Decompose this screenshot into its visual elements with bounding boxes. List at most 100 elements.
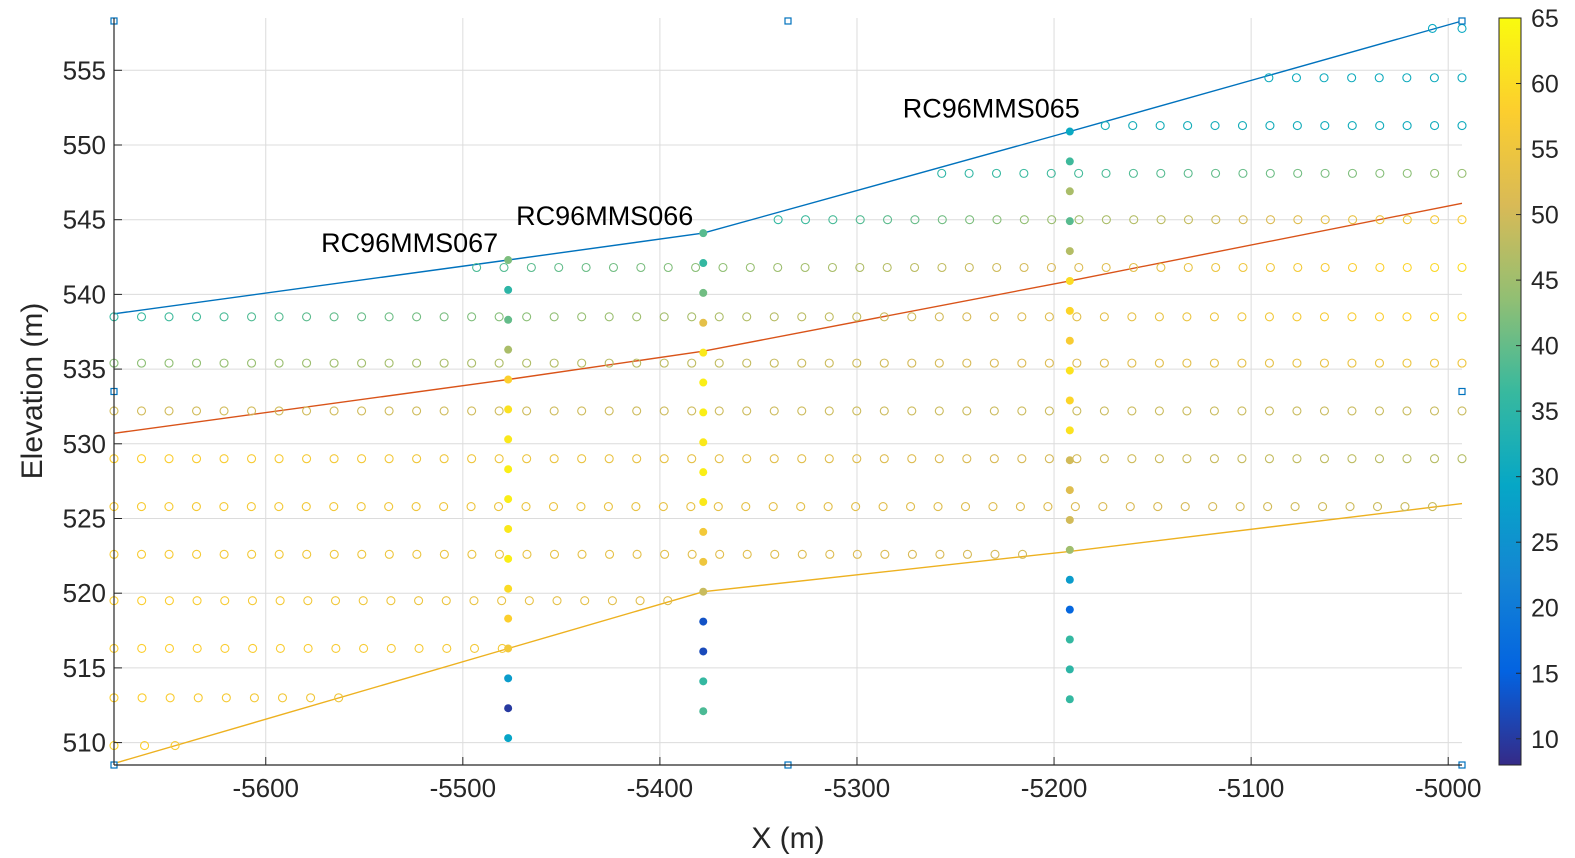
grid-point (329, 358, 339, 368)
grid-point (246, 501, 256, 512)
grid-point (522, 358, 532, 368)
grid-point (879, 406, 889, 416)
colorbar: 10 15 20 25 30 35 40 45 50 55 60 65 (1498, 5, 1559, 766)
grid-point (1211, 262, 1221, 273)
grid-point (797, 312, 807, 322)
grid-point (1127, 454, 1137, 464)
borehole-label: RC96MMS067 (321, 228, 498, 258)
colorbar-tick-label: 45 (1531, 267, 1559, 295)
grid-point (714, 312, 724, 322)
grid-point (937, 215, 947, 225)
grid-point (412, 358, 422, 368)
borehole-sample (1065, 426, 1074, 435)
borehole-sample (699, 229, 708, 238)
grid-point (1211, 168, 1221, 178)
grid-point (137, 643, 147, 654)
y-tick-label: 545 (63, 205, 106, 235)
grid-point (1292, 406, 1302, 416)
grid-point (742, 549, 752, 559)
grid-point (1098, 501, 1108, 512)
corner-marker (784, 17, 792, 25)
grid-point (1156, 262, 1166, 273)
grid-point (1127, 406, 1137, 416)
grid-point (384, 549, 394, 559)
grid-point (1318, 501, 1328, 512)
grid-point (164, 312, 174, 322)
grid-point (1320, 262, 1330, 273)
grid-point (136, 501, 147, 512)
grid-point (439, 358, 449, 368)
x-tick-label: -5600 (232, 773, 299, 803)
grid-point (1348, 215, 1358, 225)
borehole-sample (504, 256, 513, 265)
grid-point (1156, 215, 1166, 225)
borehole-sample (1065, 545, 1074, 554)
grid-point (247, 596, 257, 606)
grid-point (526, 262, 536, 273)
grid-point (989, 312, 999, 322)
grid-point (1292, 121, 1302, 131)
grid-point (274, 358, 284, 368)
grid-point (934, 406, 944, 416)
grid-point (247, 549, 257, 559)
grid-point (1320, 121, 1330, 131)
x-tick-label: -5100 (1218, 773, 1285, 803)
grid-point (1319, 73, 1329, 83)
colorbar-tick-label: 30 (1531, 464, 1559, 492)
colorbar-tick-label: 25 (1531, 529, 1559, 557)
grid-point (329, 454, 339, 464)
grid-point (164, 406, 174, 416)
grid-point (359, 643, 369, 654)
grid-point (663, 262, 673, 273)
grid-point (1347, 358, 1357, 368)
grid-point (301, 501, 311, 512)
grid-point (329, 312, 339, 322)
grid-point (412, 312, 422, 322)
grid-point (1238, 168, 1248, 178)
grid-point (1209, 358, 1219, 368)
borehole-sample (504, 584, 513, 593)
grid-point (1019, 215, 1029, 225)
grid-point (1293, 215, 1303, 225)
grid-point (1129, 215, 1139, 225)
grid-point (1430, 121, 1440, 131)
grid-point (439, 312, 449, 322)
grid-point (384, 501, 394, 512)
grid-point (608, 262, 619, 273)
grid-point (1375, 262, 1385, 273)
grid-point (800, 215, 811, 225)
grid-point (522, 549, 532, 559)
borehole-sample (699, 617, 708, 626)
grid-point (136, 358, 147, 368)
grid-point (302, 312, 312, 322)
grid-point (219, 454, 229, 464)
grid-point (851, 501, 861, 512)
borehole-sample (699, 378, 708, 387)
grid-point (1374, 312, 1385, 322)
grid-point (329, 549, 339, 559)
grid-point (1099, 358, 1109, 368)
grid-point (136, 312, 147, 322)
grid-point (274, 549, 284, 559)
borehole-sample (504, 614, 513, 623)
grid-point (769, 406, 779, 416)
borehole-sample (1065, 456, 1074, 465)
grid-point (467, 406, 477, 416)
y-tick-label: 525 (63, 503, 106, 533)
grid-point (1072, 358, 1082, 368)
grid-point (467, 358, 477, 368)
borehole-sample (504, 315, 513, 324)
grid-point (770, 549, 780, 559)
grid-point (191, 358, 202, 368)
grid-point (577, 312, 587, 322)
grid-point (472, 262, 482, 273)
grid-point (1125, 501, 1135, 512)
grid-point (414, 643, 424, 654)
grid-point (632, 358, 642, 368)
grid-point (1044, 312, 1054, 322)
grid-point (357, 406, 367, 416)
borehole-sample (699, 677, 708, 686)
grid-point (713, 501, 723, 512)
grid-point (1402, 262, 1412, 273)
grid-point (1264, 454, 1274, 464)
